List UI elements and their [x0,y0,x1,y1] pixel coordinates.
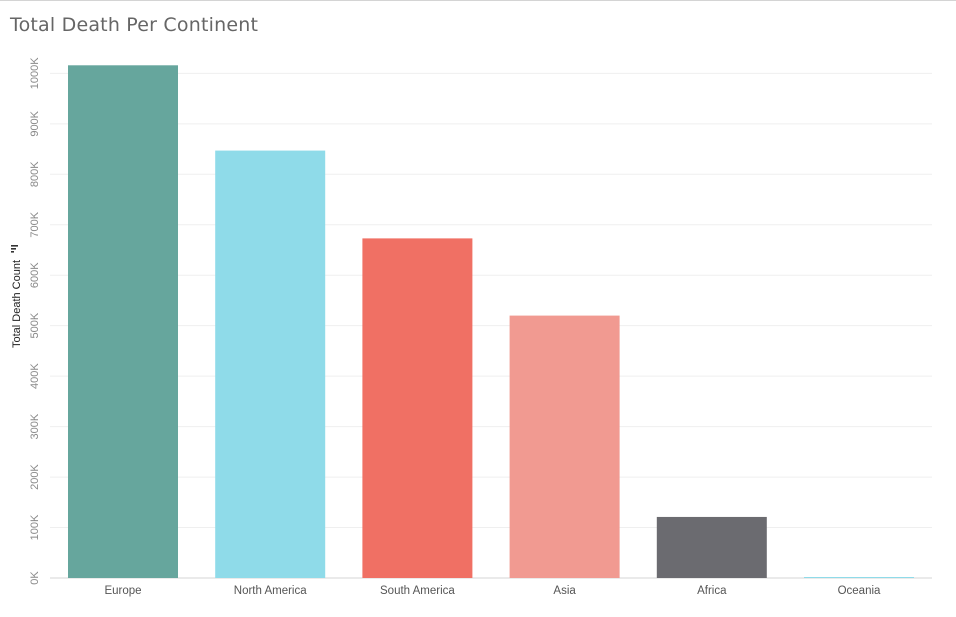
y-tick-label: 400K [29,363,41,389]
bar-asia[interactable] [509,315,620,578]
x-category-label: Africa [697,585,727,597]
bar-oceania[interactable] [804,577,914,578]
x-category-label: South America [380,585,455,597]
y-axis-title-group: Total Death Count [11,245,23,348]
bar-south-america[interactable] [362,238,473,578]
y-tick-label: 300K [29,413,41,439]
x-category-label: Europe [104,585,141,597]
y-axis-title: Total Death Count [11,260,23,348]
y-tick-label: 700K [29,211,41,237]
top-border [0,0,956,1]
x-category-label: Asia [553,585,576,597]
y-tick-label: 600K [29,262,41,288]
y-tick-label: 900K [29,110,41,136]
y-tick-label: 800K [29,161,41,187]
y-tick-label: 500K [29,312,41,338]
y-axis-ticks: 0K 100K 200K 300K 400K 500K 600K 700K 800K 900K 10… [29,57,41,585]
chart-title: Total Death Per Continent [10,14,259,36]
x-category-label: Oceania [838,585,881,597]
bar-europe[interactable] [68,65,178,579]
sort-descending-icon[interactable] [11,245,18,253]
x-category-label: North America [234,585,307,597]
x-axis-categories: Europe North America South America Asia Afri… [104,585,881,597]
y-tick-label: 0K [29,571,41,585]
y-tick-label: 100K [29,514,41,540]
bar-africa[interactable] [656,516,767,578]
bar-north-america[interactable] [215,150,326,578]
bars [68,65,914,579]
y-tick-label: 1000K [29,57,41,89]
y-tick-label: 200K [29,464,41,490]
gridlines [50,72,932,579]
